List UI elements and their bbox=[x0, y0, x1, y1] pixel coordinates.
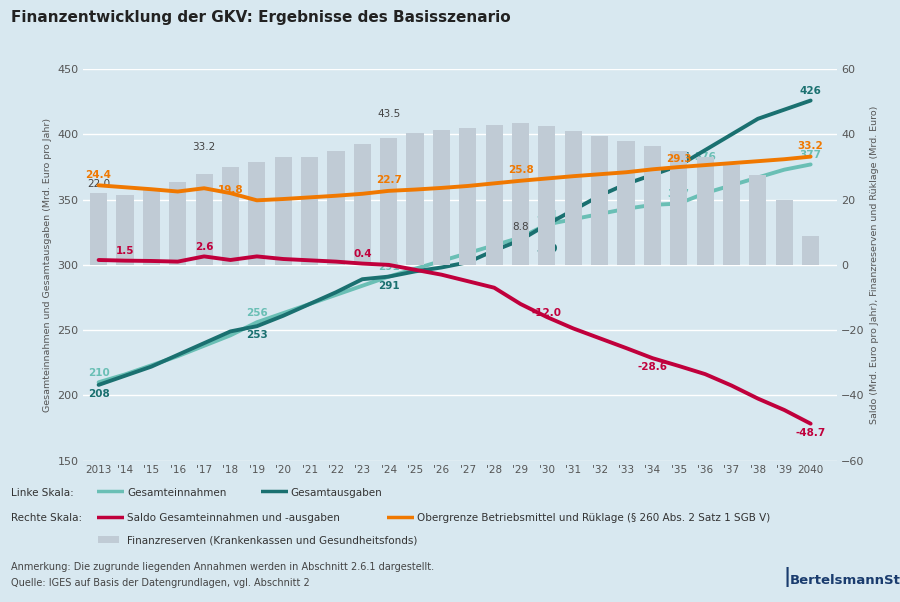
Bar bbox=[802, 236, 819, 265]
Bar bbox=[433, 129, 450, 265]
Text: 377: 377 bbox=[799, 150, 822, 160]
Text: Linke Skala:: Linke Skala: bbox=[11, 488, 74, 498]
Text: Quelle: IGES auf Basis der Datengrundlagen, vgl. Abschnitt 2: Quelle: IGES auf Basis der Datengrundlag… bbox=[11, 578, 310, 588]
Text: 22.0: 22.0 bbox=[87, 179, 110, 189]
Text: 25.8: 25.8 bbox=[508, 165, 534, 175]
Text: 33.2: 33.2 bbox=[797, 141, 824, 151]
Bar bbox=[776, 200, 793, 265]
Bar bbox=[459, 128, 476, 265]
Text: Finanzentwicklung der GKV: Ergebnisse des Basisszenario: Finanzentwicklung der GKV: Ergebnisse de… bbox=[11, 10, 510, 25]
Text: 2.6: 2.6 bbox=[195, 242, 213, 252]
Y-axis label: Gesamteinnahmen und Gesamtausgaben (Mrd. Euro pro Jahr): Gesamteinnahmen und Gesamtausgaben (Mrd.… bbox=[43, 118, 52, 412]
Bar bbox=[98, 536, 119, 543]
Text: 24.4: 24.4 bbox=[86, 170, 112, 180]
Bar bbox=[143, 190, 160, 265]
Text: 319: 319 bbox=[536, 244, 558, 254]
Text: 256: 256 bbox=[246, 308, 267, 318]
Text: Anmerkung: Die zugrunde liegenden Annahmen werden in Abschnitt 2.6.1 dargestellt: Anmerkung: Die zugrunde liegenden Annahm… bbox=[11, 562, 434, 573]
Text: Gesamtausgaben: Gesamtausgaben bbox=[291, 488, 382, 498]
Bar bbox=[538, 126, 555, 265]
Bar bbox=[512, 123, 529, 265]
Text: 210: 210 bbox=[87, 368, 110, 378]
Bar bbox=[644, 146, 661, 265]
Text: 1.5: 1.5 bbox=[116, 246, 134, 256]
Bar bbox=[328, 150, 345, 265]
Text: -48.7: -48.7 bbox=[796, 428, 826, 438]
Bar bbox=[195, 173, 212, 265]
Bar bbox=[301, 157, 319, 265]
Bar bbox=[116, 195, 133, 265]
Text: 291: 291 bbox=[378, 262, 400, 273]
Text: 208: 208 bbox=[87, 389, 110, 399]
Text: 347: 347 bbox=[668, 190, 689, 199]
Bar bbox=[564, 131, 582, 265]
Text: 29.3: 29.3 bbox=[666, 154, 691, 164]
Bar bbox=[750, 175, 767, 265]
Bar bbox=[222, 167, 239, 265]
Text: 291: 291 bbox=[378, 281, 400, 291]
Text: 0.4: 0.4 bbox=[353, 249, 372, 259]
Bar bbox=[380, 138, 397, 265]
Text: 426: 426 bbox=[800, 86, 822, 96]
Bar bbox=[248, 162, 266, 265]
Text: Gesamteinnahmen: Gesamteinnahmen bbox=[127, 488, 226, 498]
Text: 376: 376 bbox=[668, 152, 689, 161]
Text: 22.7: 22.7 bbox=[376, 175, 401, 185]
Text: 33.2: 33.2 bbox=[193, 143, 216, 152]
Text: Saldo Gesamteinnahmen und -ausgaben: Saldo Gesamteinnahmen und -ausgaben bbox=[127, 513, 340, 523]
Bar bbox=[90, 193, 107, 265]
Text: |: | bbox=[783, 567, 790, 587]
Bar bbox=[486, 125, 503, 265]
Text: 253: 253 bbox=[246, 330, 267, 340]
Bar bbox=[723, 166, 740, 265]
Text: -28.6: -28.6 bbox=[637, 362, 668, 372]
Bar bbox=[407, 133, 424, 265]
Y-axis label: Saldo (Mrd. Euro pro Jahr), Finanzreserven und Rüklage (Mrd. Euro): Saldo (Mrd. Euro pro Jahr), Finanzreserv… bbox=[870, 106, 879, 424]
Text: 43.5: 43.5 bbox=[377, 109, 400, 119]
Text: 331: 331 bbox=[536, 210, 558, 220]
Text: -12.0: -12.0 bbox=[532, 308, 562, 318]
Bar bbox=[697, 157, 714, 265]
Bar bbox=[591, 136, 608, 265]
Text: BertelsmannStiftung: BertelsmannStiftung bbox=[790, 574, 900, 587]
Text: Rechte Skala:: Rechte Skala: bbox=[11, 513, 82, 523]
Bar bbox=[354, 144, 371, 265]
Bar bbox=[670, 150, 688, 265]
Bar bbox=[274, 157, 292, 265]
Text: Obergrenze Betriebsmittel und Rüklage (§ 260 Abs. 2 Satz 1 SGB V): Obergrenze Betriebsmittel und Rüklage (§… bbox=[417, 513, 770, 523]
Text: 8.8: 8.8 bbox=[512, 222, 529, 232]
Bar bbox=[617, 141, 634, 265]
Text: Finanzreserven (Krankenkassen und Gesundheitsfonds): Finanzreserven (Krankenkassen und Gesund… bbox=[127, 536, 418, 546]
Text: 376: 376 bbox=[694, 152, 716, 161]
Text: 19.8: 19.8 bbox=[218, 185, 243, 195]
Bar bbox=[169, 182, 186, 265]
